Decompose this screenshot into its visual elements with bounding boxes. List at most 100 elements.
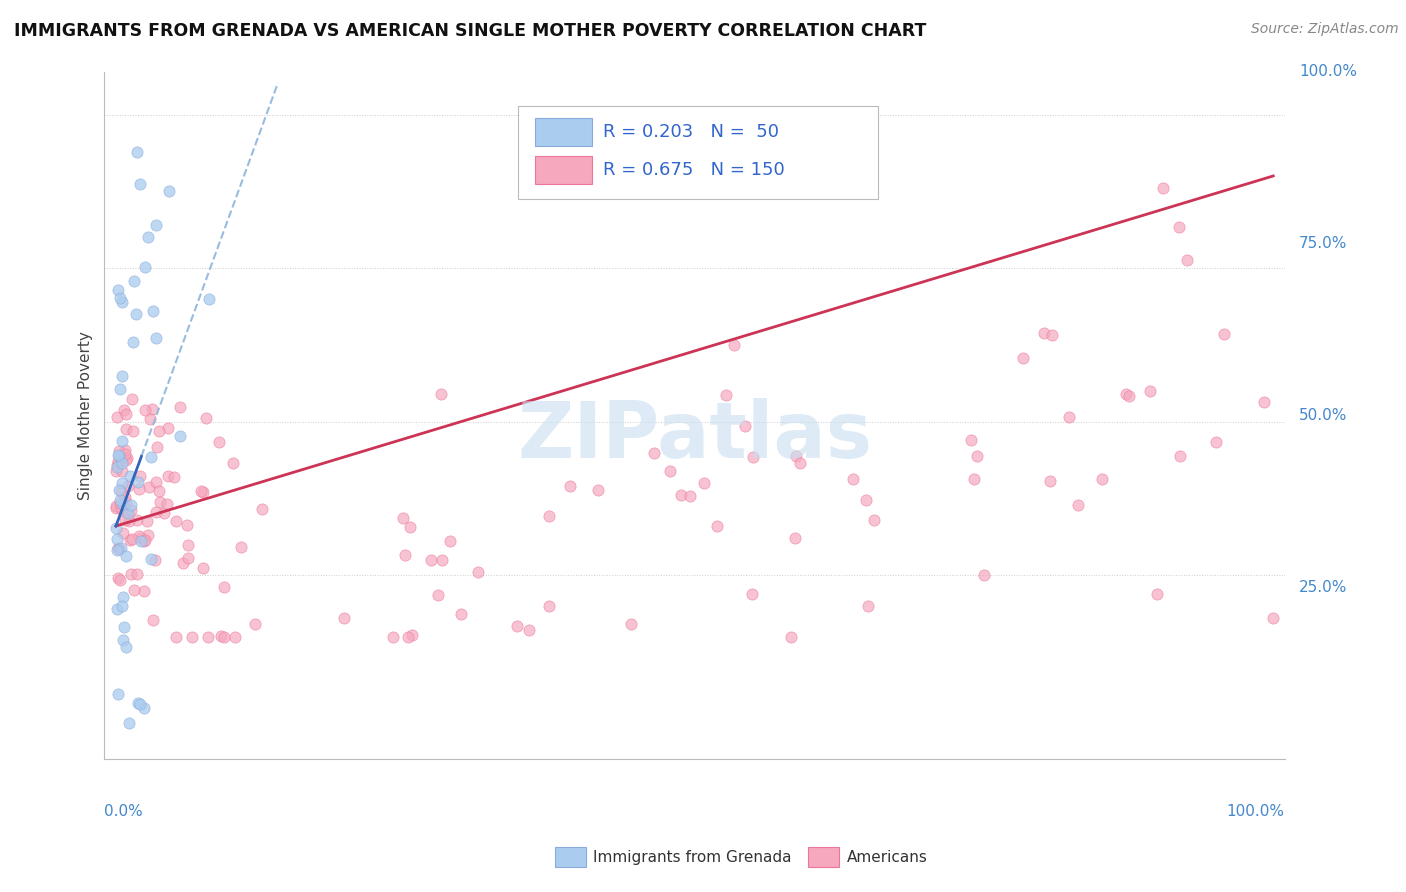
Point — [157, 184, 180, 198]
Point — [115, 549, 138, 563]
Point — [450, 607, 472, 621]
Point — [1263, 611, 1285, 625]
Point — [1032, 326, 1054, 340]
Point — [537, 508, 560, 523]
Point — [157, 421, 180, 435]
Text: IMMIGRANTS FROM GRENADA VS AMERICAN SINGLE MOTHER POVERTY CORRELATION CHART: IMMIGRANTS FROM GRENADA VS AMERICAN SING… — [14, 22, 927, 40]
Point — [110, 484, 132, 499]
Point — [111, 368, 134, 383]
Point — [105, 410, 128, 425]
Text: R = 0.203   N =  50: R = 0.203 N = 50 — [603, 123, 779, 141]
Point — [197, 292, 219, 306]
Point — [506, 619, 529, 633]
Point — [125, 513, 148, 527]
Point — [104, 500, 127, 514]
Point — [146, 440, 169, 454]
Point — [105, 532, 128, 546]
Point — [107, 454, 129, 468]
Point — [121, 532, 143, 546]
Point — [1167, 220, 1189, 235]
Point — [1253, 394, 1275, 409]
Point — [191, 485, 214, 500]
Point — [129, 532, 152, 546]
Point — [863, 513, 886, 527]
Point — [120, 498, 142, 512]
Point — [105, 501, 128, 516]
Point — [163, 470, 186, 484]
Point — [114, 447, 136, 461]
Point — [177, 550, 200, 565]
Point — [716, 388, 738, 402]
Point — [229, 540, 252, 554]
Point — [1146, 586, 1168, 600]
Point — [212, 630, 235, 644]
Point — [122, 334, 145, 349]
Point — [148, 484, 170, 499]
Point — [398, 519, 420, 533]
Point — [136, 527, 159, 541]
Point — [108, 483, 131, 498]
Point — [128, 529, 150, 543]
Point — [114, 442, 136, 457]
Point — [117, 479, 139, 493]
Point — [139, 411, 162, 425]
Point — [117, 506, 139, 520]
Point — [1168, 449, 1191, 463]
Point — [114, 402, 136, 417]
Point — [394, 548, 416, 562]
Bar — [536, 156, 592, 184]
Point — [780, 630, 803, 644]
Point — [430, 552, 453, 566]
Point — [1091, 472, 1114, 486]
Point — [180, 630, 202, 644]
Point — [114, 620, 136, 634]
Bar — [536, 119, 592, 146]
Point — [165, 630, 187, 644]
Point — [430, 386, 453, 401]
Point — [121, 392, 143, 407]
Point — [107, 283, 129, 297]
Point — [1067, 498, 1090, 512]
Point — [124, 274, 146, 288]
Point — [105, 521, 128, 535]
Point — [396, 630, 419, 644]
Point — [105, 601, 128, 615]
Point — [856, 599, 879, 613]
Point — [692, 475, 714, 490]
Point — [114, 422, 136, 436]
Point — [125, 307, 148, 321]
Point — [145, 553, 167, 567]
Point — [381, 630, 404, 644]
Point — [149, 495, 172, 509]
Point — [177, 539, 200, 553]
Point — [723, 338, 745, 352]
Point — [224, 630, 246, 644]
Point — [145, 505, 167, 519]
Point — [145, 218, 167, 232]
Text: ZIPatlas: ZIPatlas — [517, 398, 872, 475]
Point — [118, 533, 141, 547]
Point — [1040, 328, 1063, 343]
Point — [127, 566, 149, 581]
Point — [105, 460, 128, 475]
Point — [129, 697, 152, 711]
Point — [125, 145, 148, 159]
Point — [141, 551, 163, 566]
Point — [112, 525, 135, 540]
Point — [643, 446, 665, 460]
Point — [110, 434, 132, 448]
Point — [208, 435, 231, 450]
Point — [243, 617, 266, 632]
Point — [785, 450, 807, 464]
Point — [191, 561, 214, 575]
Point — [108, 573, 131, 587]
Point — [789, 457, 811, 471]
Point — [112, 633, 135, 648]
Point — [427, 588, 450, 602]
Point — [620, 616, 643, 631]
Point — [734, 418, 756, 433]
Point — [1118, 389, 1140, 403]
Text: R = 0.675   N = 150: R = 0.675 N = 150 — [603, 161, 785, 179]
Point — [108, 495, 131, 509]
Text: Immigrants from Grenada: Immigrants from Grenada — [593, 850, 792, 864]
